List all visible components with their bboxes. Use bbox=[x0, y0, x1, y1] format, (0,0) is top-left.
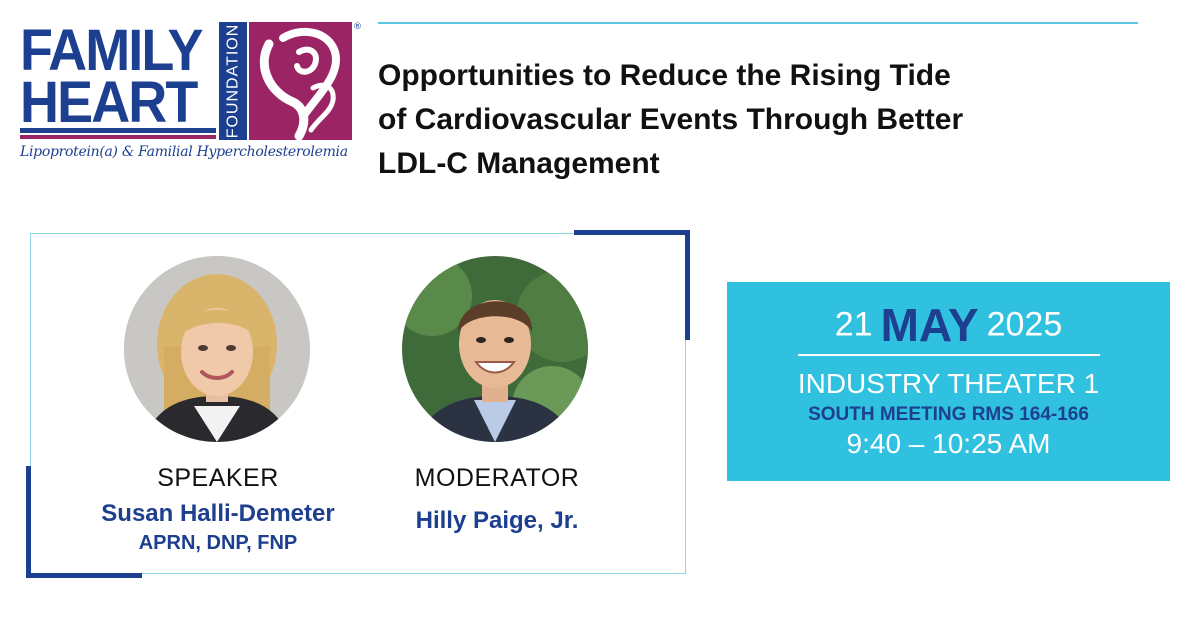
event-year: 2025 bbox=[986, 305, 1063, 344]
logo-foundation-band: FOUNDATION bbox=[219, 22, 247, 140]
speaker-role-label: SPEAKER bbox=[157, 464, 279, 492]
logo-word-heart: HEART bbox=[20, 70, 198, 135]
event-time: 9:40 – 10:25 AM bbox=[846, 428, 1051, 459]
event-date: 21 MAY 2025 bbox=[727, 298, 1170, 352]
corner-accent-top-right bbox=[574, 230, 690, 235]
corner-accent-bottom-left bbox=[26, 573, 142, 578]
moderator-role-label: MODERATOR bbox=[414, 464, 580, 492]
logo-underline-blue bbox=[20, 128, 216, 133]
header-rule bbox=[378, 22, 1138, 24]
logo-foundation-text: FOUNDATION bbox=[224, 23, 241, 139]
people-panel bbox=[30, 233, 686, 574]
speaker-name: Susan Halli-Demeter bbox=[101, 500, 335, 527]
speaker-photo bbox=[124, 256, 310, 442]
corner-accent-top-right bbox=[685, 230, 690, 340]
event-title-line: LDL-C Management bbox=[378, 147, 660, 180]
moderator-name: Hilly Paige, Jr. bbox=[415, 507, 579, 534]
moderator-photo bbox=[402, 256, 588, 442]
event-details-box bbox=[727, 282, 1170, 481]
logo-word-family: FAMILY bbox=[20, 18, 204, 83]
heart-swirl-icon bbox=[249, 22, 352, 141]
event-room: SOUTH MEETING RMS 164-166 bbox=[808, 404, 1089, 425]
date-divider bbox=[798, 354, 1100, 356]
logo-underline-magenta bbox=[20, 135, 216, 139]
event-title-line: of Cardiovascular Events Through Better bbox=[378, 103, 964, 136]
registered-mark: ® bbox=[353, 22, 362, 32]
event-title-line: Opportunities to Reduce the Rising Tide bbox=[378, 59, 951, 92]
event-day: 21 bbox=[834, 305, 873, 344]
speaker-credentials: APRN, DNP, FNP bbox=[138, 532, 298, 554]
corner-accent-bottom-left bbox=[26, 466, 31, 578]
event-title: Opportunities to Reduce the Rising Tide … bbox=[378, 54, 1178, 186]
logo-tagline: Lipoprotein(a) & Familial Hypercholester… bbox=[20, 144, 348, 160]
event-month: MAY bbox=[880, 299, 979, 351]
event-venue: INDUSTRY THEATER 1 bbox=[797, 368, 1100, 399]
family-heart-foundation-logo: FAMILY HEART FOUNDATION ® Lipoprotein(a)… bbox=[20, 18, 362, 172]
